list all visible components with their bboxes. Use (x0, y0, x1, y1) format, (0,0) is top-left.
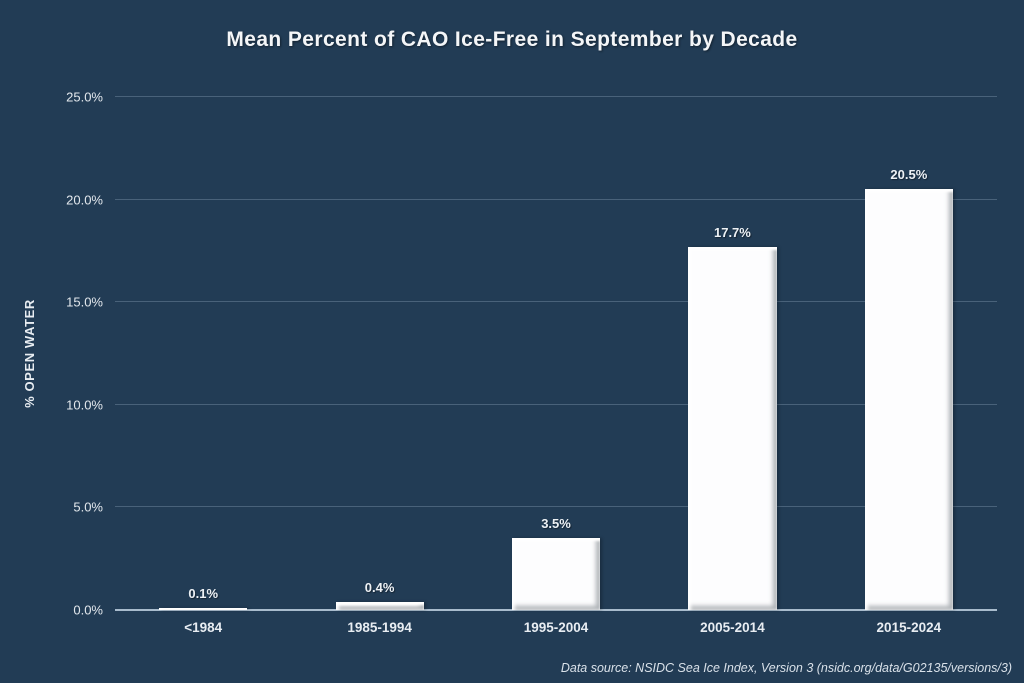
bar-column: 20.5% (821, 97, 997, 610)
x-tick-label: 1985-1994 (347, 620, 412, 635)
bar-column: 17.7% (644, 97, 820, 610)
y-tick-label: 15.0% (66, 294, 103, 310)
y-tick-label: 25.0% (66, 89, 103, 105)
y-tick-label: 5.0% (73, 499, 103, 515)
gridline (115, 96, 997, 97)
bar-value-label: 0.4% (364, 579, 395, 595)
bar-value-label: 17.7% (713, 224, 751, 240)
bar (511, 538, 601, 610)
gridline (115, 506, 997, 508)
bar (688, 246, 777, 610)
bar (159, 607, 248, 610)
bar-value-label: 0.1% (188, 585, 219, 601)
x-axis-tick-labels: <1984 1985-1994 1995-2004 2005-2014 2015-202… (115, 620, 997, 635)
y-tick-label: 10.0% (66, 397, 103, 413)
x-axis-line (115, 609, 997, 611)
x-tick-label: 1995-2004 (523, 620, 589, 635)
x-tick-label: 2015-2024 (876, 620, 942, 635)
source-note: Data source: NSIDC Sea Ice Index, Versio… (560, 661, 1012, 675)
plot-area: 0.1% 0.4% 3.5% 17.7% 20.5% (115, 96, 997, 611)
bar-column: 0.4% (291, 97, 467, 610)
gridline (115, 198, 997, 200)
bars-container: 0.1% 0.4% 3.5% 17.7% 20.5% (115, 97, 997, 610)
x-tick-label: <1984 (184, 620, 223, 635)
x-tick-label: 2005-2014 (700, 620, 765, 635)
bar (335, 601, 424, 610)
bar-value-label: 20.5% (890, 167, 928, 183)
gridline (115, 301, 997, 303)
y-tick-label: 0.0% (73, 602, 103, 618)
gridline (115, 403, 997, 405)
bar-column: 0.1% (115, 97, 291, 610)
bar-value-label: 3.5% (541, 516, 571, 532)
chart-title: Mean Percent of CAO Ice-Free in Septembe… (226, 28, 798, 51)
bar-column: 3.5% (468, 97, 644, 610)
y-tick-label: 20.0% (66, 192, 103, 208)
y-axis-tick-labels: 0.0% 5.0% 10.0% 15.0% 20.0% 25.0% (0, 90, 103, 618)
bar (864, 189, 953, 610)
